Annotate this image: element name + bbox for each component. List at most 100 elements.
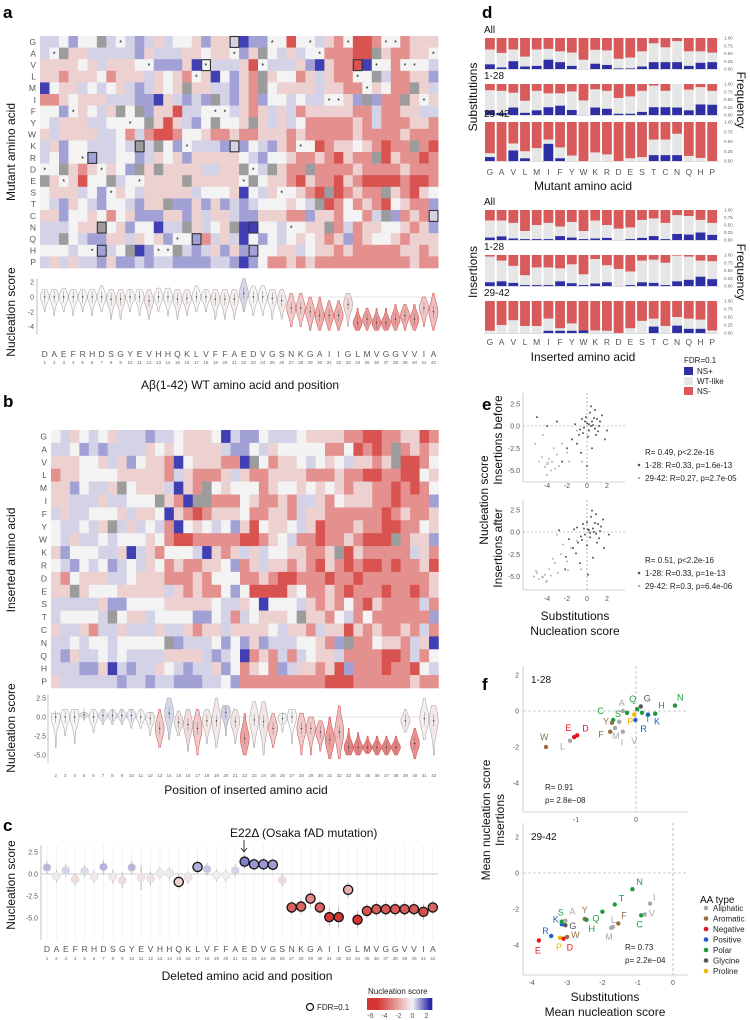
deletion-point <box>192 861 203 873</box>
heatmap-cell <box>49 94 60 106</box>
aa-tick-label: E <box>627 167 633 177</box>
heatmap-cell <box>163 47 174 60</box>
heatmap-cell <box>248 198 259 211</box>
heatmap-cell <box>49 82 60 95</box>
colorbar-segment <box>381 998 384 1010</box>
point-1-28 <box>587 573 589 576</box>
heatmap-cell <box>106 105 117 118</box>
heatmap-cell <box>77 47 88 60</box>
heatmap-cell <box>221 533 231 547</box>
heatmap-cell <box>126 546 137 560</box>
heatmap-cell <box>136 559 146 573</box>
heatmap-cell <box>117 584 127 598</box>
insertion-position-label: 21 <box>233 773 239 778</box>
ns-plus-bar <box>508 150 519 161</box>
wt-residue-label: Q <box>174 349 181 359</box>
y-tick-label: -4 <box>513 943 519 950</box>
aa-point <box>612 725 618 731</box>
heatmap-cell <box>239 94 249 106</box>
heatmap-cell <box>211 571 222 586</box>
heatmap-cell <box>69 468 80 482</box>
heatmap-cell <box>362 256 373 269</box>
heatmap-cell <box>96 256 107 269</box>
aa-tick-label: E <box>627 337 633 347</box>
row-label-E: E <box>30 176 36 186</box>
heatmap-cell <box>429 662 439 676</box>
heatmap-cell <box>324 59 335 72</box>
heatmap-cell <box>419 662 430 676</box>
heatmap-cell <box>136 675 146 689</box>
heatmap-cell <box>258 597 269 611</box>
wt-marker: * <box>252 167 255 174</box>
heatmap-cell <box>296 636 307 650</box>
colorbar-segment <box>402 998 405 1010</box>
heatmap-cell <box>210 117 221 130</box>
deleted-residue-label: L <box>355 944 360 954</box>
heatmap-cell <box>287 507 297 521</box>
heatmap-cell <box>353 520 364 534</box>
heatmap-cell <box>419 430 430 444</box>
colorbar-segment <box>425 998 428 1010</box>
heatmap-cell <box>258 533 269 547</box>
wt-residue-label: I <box>337 349 339 359</box>
position-label: 2 <box>55 956 58 961</box>
heatmap-cell <box>107 584 118 598</box>
point-1-28 <box>568 538 570 541</box>
heatmap-cell <box>98 610 108 624</box>
heatmap-cell <box>296 430 307 444</box>
heatmap-cell <box>183 649 194 663</box>
heatmap-cell <box>68 59 79 72</box>
heatmap-cell <box>258 571 269 586</box>
point-29-42 <box>536 571 538 574</box>
row-label-R: R <box>41 560 47 570</box>
heatmap-cell <box>249 610 260 624</box>
heatmap-cell <box>220 117 230 130</box>
insertion-position-label: 31 <box>327 773 333 778</box>
violin-median <box>432 311 435 313</box>
heatmap-cell <box>126 584 137 598</box>
point-29-42 <box>544 573 546 576</box>
position-label: 17 <box>195 956 201 961</box>
x-tick-label: -1 <box>573 817 579 824</box>
heatmap-cell <box>400 47 411 60</box>
heatmap-cell <box>400 128 411 141</box>
violin-median <box>176 298 179 300</box>
ns-plus-bar <box>695 62 706 69</box>
point-29-42 <box>567 569 569 572</box>
heatmap-cell <box>381 455 392 469</box>
legend-label-proline: Proline <box>713 967 738 976</box>
point-1-28 <box>577 541 579 544</box>
ns-minus-bar <box>566 255 577 265</box>
heatmap-cell <box>192 481 203 495</box>
heatmap-cell <box>429 559 439 573</box>
heatmap-cell <box>343 186 354 199</box>
heatmap-cell <box>381 117 392 130</box>
heatmap-cell <box>87 186 98 199</box>
heatmap-cell <box>106 163 117 176</box>
ns-minus-bar <box>485 38 495 50</box>
correlation-1-28: 1-28: R=0.33, p=1e-13 <box>645 569 726 578</box>
heatmap-cell <box>191 128 202 141</box>
fdr-legend-title: FDR=0.1 <box>684 356 717 365</box>
row-label-N: N <box>41 638 47 648</box>
heatmap-cell <box>87 244 98 257</box>
row-label-A: A <box>41 444 47 454</box>
heatmap-cell <box>182 198 192 211</box>
ns-minus-bar <box>590 122 601 153</box>
heatmap-cell <box>362 455 373 469</box>
heatmap-cell <box>164 571 175 586</box>
colorbar-segment <box>378 998 381 1010</box>
heatmap-cell <box>79 455 90 469</box>
insertion-position-label: 30 <box>318 773 324 778</box>
violin-median <box>138 296 141 298</box>
heatmap-cell <box>144 47 155 60</box>
heatmap-cell <box>410 610 420 624</box>
point-29-42 <box>556 453 558 456</box>
aa-point-label: C <box>597 706 604 716</box>
significant-cell-box <box>87 151 98 164</box>
heatmap-cell <box>58 233 69 246</box>
point-1-28 <box>595 433 597 436</box>
heatmap-cell <box>96 175 107 188</box>
heatmap-cell <box>268 455 279 469</box>
heatmap-cell <box>153 140 164 153</box>
